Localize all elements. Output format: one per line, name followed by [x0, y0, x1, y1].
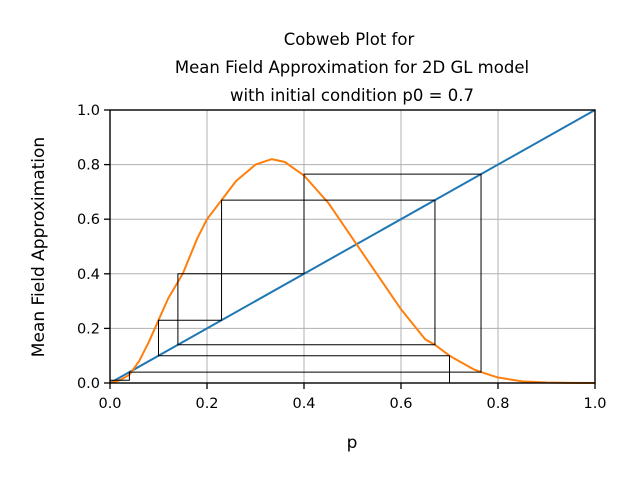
chart-title-line-1: Cobweb Plot for	[284, 30, 415, 49]
chart-title-line-3: with initial condition p0 = 0.7	[230, 86, 474, 105]
cobweb-path	[109, 173, 482, 383]
x-tick-label: 0.2	[195, 396, 218, 412]
plot-series	[109, 109, 596, 384]
mean-field-curve	[109, 158, 596, 384]
x-tick-label: 0.4	[292, 396, 315, 412]
identity-line	[109, 109, 596, 384]
y-tick-label: 0.4	[77, 267, 100, 283]
y-tick-label: 0.2	[77, 321, 100, 337]
x-tick-label: 1.0	[583, 396, 606, 412]
axis-ticks: 0.0 0.2 0.4 0.6 0.8 1.0 0.0 0.2 0.4 0.6 0.8 1.0	[77, 103, 607, 412]
y-axis-label: Mean Field Approximation	[29, 137, 49, 357]
plot-frame	[109, 109, 596, 384]
x-tick-label: 0.0	[98, 396, 121, 412]
x-tick-label: 0.6	[389, 396, 412, 412]
x-tick-label: 0.8	[486, 396, 509, 412]
y-tick-label: 0.8	[77, 158, 100, 174]
x-axis-label: p	[347, 433, 358, 453]
y-tick-label: 0.0	[77, 376, 100, 392]
y-tick-label: 1.0	[77, 103, 100, 119]
chart-title-line-2: Mean Field Approximation for 2D GL model	[175, 58, 529, 77]
y-tick-label: 0.6	[77, 212, 100, 228]
